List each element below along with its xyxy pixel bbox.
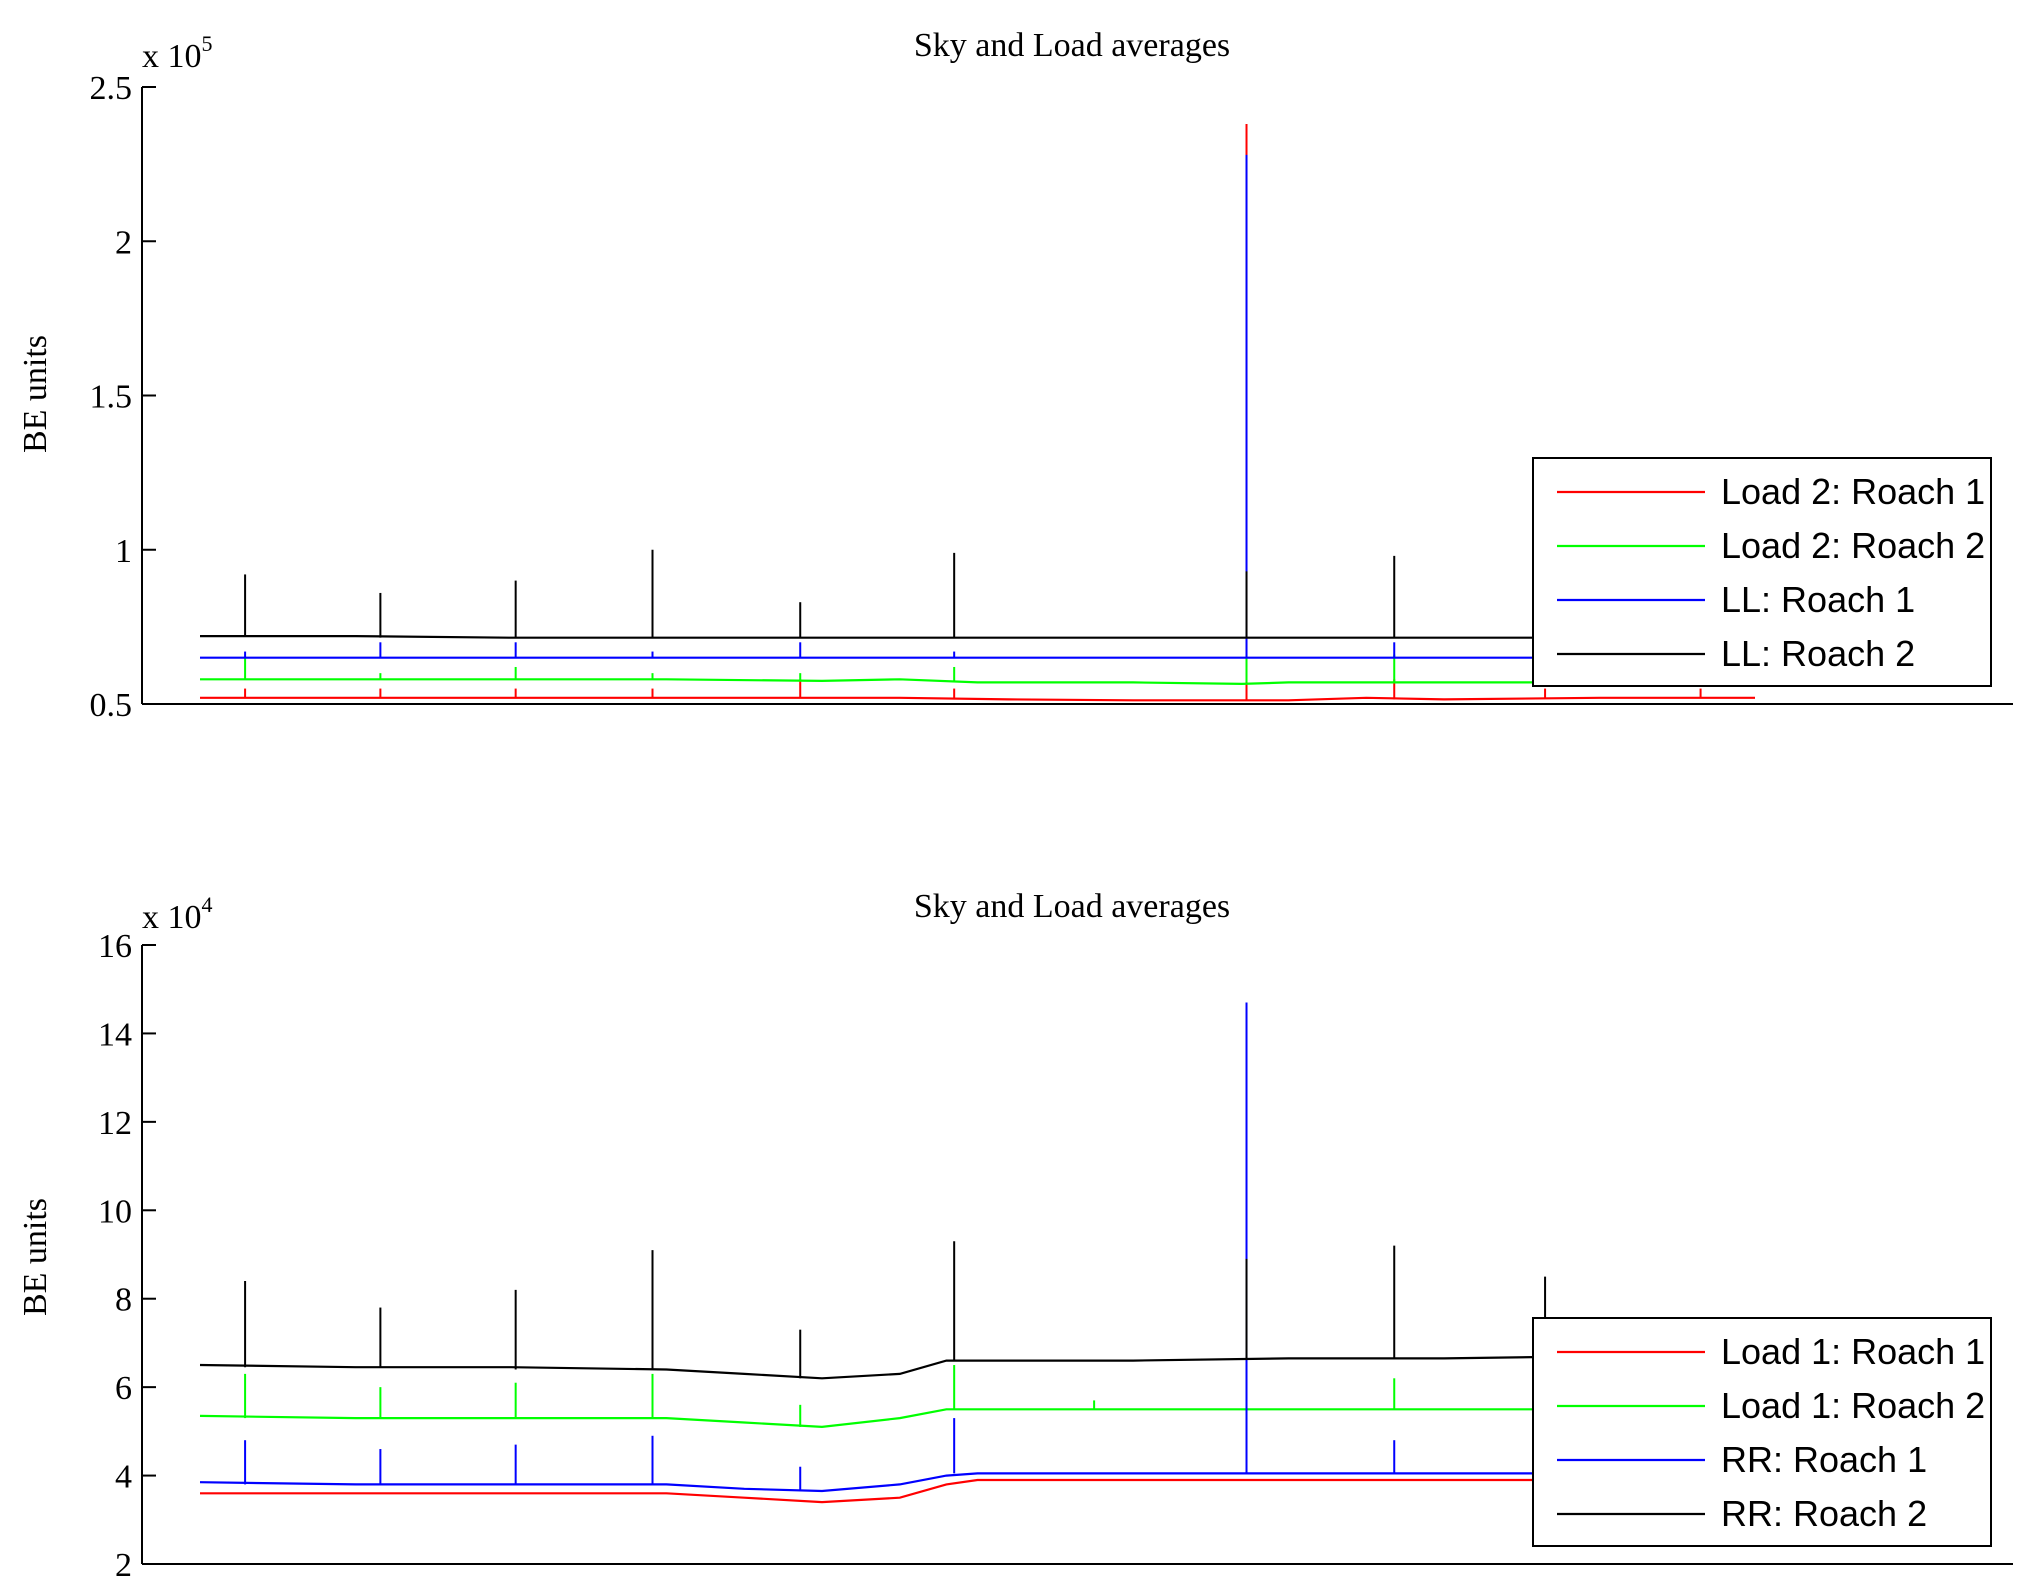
top-legend: Load 2: Roach 1 Load 2: Roach 2 LL: Roach … [1532,457,1992,687]
series-load-1-roach-1 [200,1478,1755,1504]
series-ll-roach-1 [200,154,1755,659]
legend-label: RR: Roach 2 [1721,1493,1927,1534]
top-chart-title: Sky and Load averages [914,27,1230,64]
series-line [200,678,1755,686]
bottom-axes [141,945,2013,1565]
legend-label: Load 1: Roach 1 [1721,1331,1985,1372]
bottom-subplot: Sky and Load averages x 104 BE units 2 4 6… [17,888,2013,1584]
legend-label: LL: Roach 1 [1721,579,1915,620]
series-line [199,1472,1755,1493]
legend-label: Load 2: Roach 2 [1721,525,1985,566]
series-rr-roach-1 [199,1002,1755,1493]
legend-label: LL: Roach 2 [1721,633,1915,674]
series-ll-roach-2 [200,549,1756,639]
legend-label: RR: Roach 1 [1721,1439,1927,1480]
y-tick-label: 2 [115,1547,132,1584]
y-tick-label: 16 [98,928,132,965]
y-tick-label: 10 [98,1193,132,1230]
bottom-chart-title: Sky and Load averages [914,888,1230,925]
legend-label: Load 2: Roach 1 [1721,471,1985,512]
legend-label: Load 1: Roach 2 [1721,1385,1985,1426]
bottom-y-ticks: 2 4 6 8 10 12 14 16 [98,928,156,1584]
top-subplot: Sky and Load averages x 105 BE units 0.5… [17,27,2013,724]
y-tick-label: 6 [115,1370,132,1407]
series-load-2-roach-2 [200,654,1755,686]
bottom-y-axis-label: BE units [17,1198,54,1316]
y-tick-label: 1.5 [90,379,133,416]
legend-box [1532,457,1992,687]
y-tick-label: 14 [98,1016,132,1053]
legend-box [1532,1317,1992,1547]
top-y-ticks: 0.5 1 1.5 2 2.5 [90,70,156,724]
series-load-1-roach-2 [199,1365,1755,1429]
series-line [200,1478,1755,1504]
top-y-multiplier: x 105 [142,31,213,75]
y-tick-label: 12 [98,1105,132,1142]
bottom-y-multiplier: x 104 [142,892,213,936]
series-line [200,696,1755,702]
y-tick-label: 2.5 [90,70,133,107]
bottom-legend: Load 1: Roach 1 Load 1: Roach 2 RR: Roach … [1532,1317,1992,1547]
series-line [199,1408,1755,1429]
bottom-series-lines [199,1002,1755,1504]
series-line [199,1355,1755,1380]
top-y-axis-label: BE units [17,335,54,453]
y-tick-label: 1 [115,533,132,570]
series-rr-roach-2 [199,1241,1755,1380]
y-tick-label: 2 [115,224,132,261]
top-series-lines [200,124,1756,702]
series-line [200,634,1756,639]
y-tick-label: 0.5 [90,687,133,724]
series-load-2-roach-1 [200,124,1755,702]
y-tick-label: 8 [115,1282,132,1319]
y-tick-label: 4 [115,1459,132,1496]
